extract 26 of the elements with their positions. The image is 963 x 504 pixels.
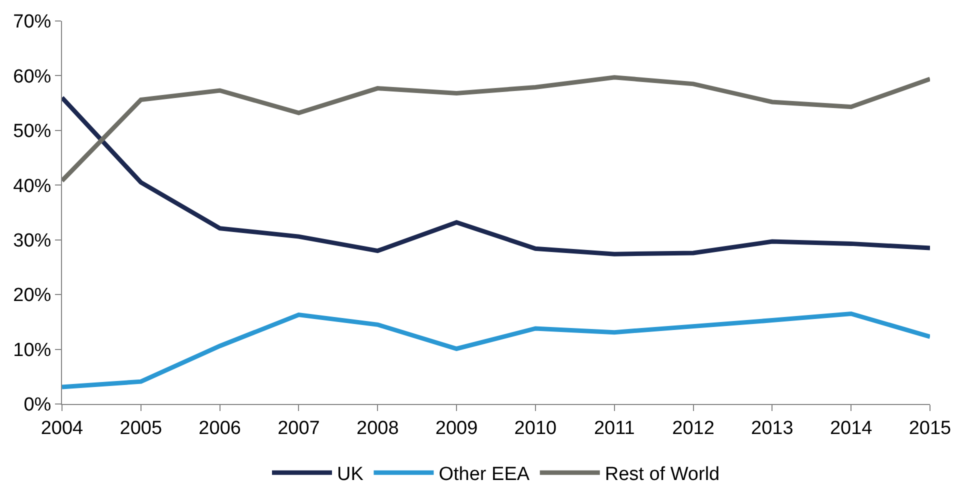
x-tick-label: 2013 xyxy=(751,418,794,439)
y-tick-label: 70% xyxy=(13,12,52,33)
y-tick-label: 60% xyxy=(13,66,52,88)
x-tick-label: 2004 xyxy=(40,418,84,439)
y-tick-label: 40% xyxy=(13,176,52,197)
x-tick-label: 2015 xyxy=(908,418,952,439)
y-tick-label: 30% xyxy=(13,230,52,252)
y-tick-label: 50% xyxy=(13,121,52,142)
x-tick-label: 2005 xyxy=(120,418,162,439)
legend-label: Rest of World xyxy=(604,464,720,486)
x-tick-label: 2014 xyxy=(830,418,873,439)
line-series xyxy=(62,75,930,184)
legend-label: Other EEA xyxy=(438,464,530,486)
x-tick-label: 2008 xyxy=(356,418,399,439)
x-tick-label: 2009 xyxy=(435,418,478,439)
y-tick-label: 0% xyxy=(24,394,52,416)
legend-label: UK xyxy=(337,464,364,486)
x-tick-label: 2011 xyxy=(594,418,635,439)
x-tick-label: 2006 xyxy=(198,418,241,439)
y-tick-label: 10% xyxy=(13,340,52,361)
x-tick-label: 2010 xyxy=(514,418,557,439)
x-tick-label: 2012 xyxy=(672,418,714,439)
y-tick-label: 20% xyxy=(13,285,52,306)
line-series xyxy=(62,311,930,390)
x-tick-label: 2007 xyxy=(278,418,320,439)
line-series xyxy=(62,95,930,256)
